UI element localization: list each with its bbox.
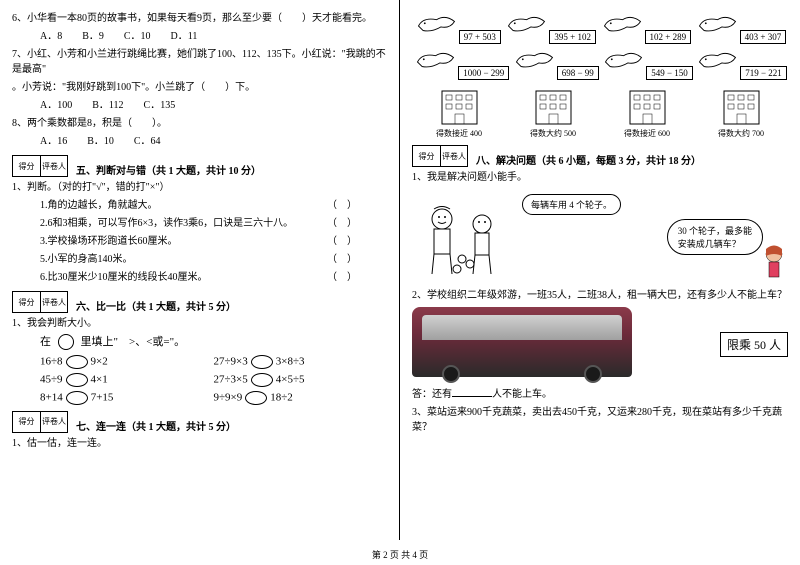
dove-row-2: 1000 − 299 698 − 99 549 − 150 719 − 221 <box>412 48 788 80</box>
math-row-1: 16÷89×2 27÷9×33×8÷3 <box>40 355 387 369</box>
score-cell: 得分 <box>12 291 40 313</box>
right-column: 97 + 503 395 + 102 102 + 289 403 + 307 1… <box>400 0 800 540</box>
math-row-3: 8+147+15 9÷9×918÷2 <box>40 391 387 405</box>
question-6: 6、小华看一本80页的故事书，如果每天看9页，那么至少要（ ）天才能看完。 <box>12 11 387 26</box>
bus-area: 限乘 50 人 <box>412 307 788 377</box>
dove-5: 1000 − 299 <box>413 48 509 80</box>
score-cell: 得分 <box>12 155 40 177</box>
grader-cell: 评卷人 <box>440 145 468 167</box>
question-7b: 。小芳说："我刚好跳到100下"。小兰跳了（ ）下。 <box>12 80 387 95</box>
dove-6: 698 − 99 <box>512 48 599 80</box>
left-column: 6、小华看一本80页的故事书，如果每天看9页，那么至少要（ ）天才能看完。 A．… <box>0 0 400 540</box>
building-3: 得数接近 600 <box>624 86 670 139</box>
judge-intro: 1、判断。（对的打"√"，错的打"×"） <box>12 180 387 195</box>
speech-bubble-2: 30 个轮子，最多能安装成几辆车？ <box>667 219 763 255</box>
question-6-options: A．8 B．9 C．10 D．11 <box>12 29 387 44</box>
judge-1: 1.角的边越长，角就越大。（ ） <box>12 198 387 213</box>
connect-intro: 1、估一估，连一连。 <box>12 436 387 451</box>
judge-5: 5.小军的身高140米。（ ） <box>12 252 387 267</box>
speech-bubble-1: 每辆车用 4 个轮子。 <box>522 194 621 215</box>
math-row-2: 45÷94×1 27÷3×54×5÷5 <box>40 373 387 387</box>
score-cell: 得分 <box>412 145 440 167</box>
girl-icon <box>760 244 788 284</box>
question-2: 2、学校组织二年级郊游，一班35人，二班38人，租一辆大巴，还有多少人不能上车？ <box>412 288 788 303</box>
limit-box: 限乘 50 人 <box>720 332 788 357</box>
building-4: 得数大约 700 <box>718 86 764 139</box>
section-8-title: 八、解决问题（共 6 小题，每题 3 分，共计 18 分） <box>476 152 701 167</box>
page-footer: 第 2 页 共 4 页 <box>0 548 800 561</box>
question-8-options: A．16 B．10 C．64 <box>12 134 387 149</box>
kids-icon <box>422 204 512 284</box>
answer-2: 答：还有人不能上车。 <box>412 387 788 402</box>
question-8: 8、两个乘数都是8，积是（ ）。 <box>12 116 387 131</box>
question-3: 3、菜站运来900千克蔬菜，卖出去450千克，又运来280千克，现在菜站有多少千… <box>412 405 788 435</box>
compare-intro: 1、我会判断大小。 <box>12 316 387 331</box>
bus-icon <box>412 307 632 377</box>
dove-1: 97 + 503 <box>414 12 501 44</box>
judge-6: 6.比30厘米少10厘米的线段长40厘米。（ ） <box>12 270 387 285</box>
dove-7: 549 − 150 <box>601 48 693 80</box>
dove-3: 102 + 289 <box>600 12 692 44</box>
question-7-options: A．100 B．112 C．135 <box>12 98 387 113</box>
building-1: 得数接近 400 <box>436 86 482 139</box>
grader-cell: 评卷人 <box>40 411 68 433</box>
section-5-title: 五、判断对与错（共 1 大题，共计 10 分） <box>76 162 261 177</box>
grader-cell: 评卷人 <box>40 291 68 313</box>
judge-2: 2.6和3相乘，可以写作6×3，读作3乘6，口诀是三六十八。（ ） <box>12 216 387 231</box>
judge-3: 3.学校操场环形跑道长60厘米。（ ） <box>12 234 387 249</box>
dove-row-1: 97 + 503 395 + 102 102 + 289 403 + 307 <box>412 12 788 44</box>
kids-illustration: 每辆车用 4 个轮子。 30 个轮子，最多能安装成几辆车？ <box>412 189 788 284</box>
score-cell: 得分 <box>12 411 40 433</box>
dove-4: 403 + 307 <box>695 12 787 44</box>
compare-sub: 在 里填上" >、<或="。 <box>12 334 387 351</box>
question-7: 7、小红、小芳和小兰进行跳绳比赛，她们跳了100、112、135下。小红说："我… <box>12 47 387 77</box>
score-box-6: 得分 评卷人 六、比一比（共 1 大题，共计 5 分） <box>12 291 387 313</box>
score-box-7: 得分 评卷人 七、连一连（共 1 大题，共计 5 分） <box>12 411 387 433</box>
score-box-8: 得分 评卷人 八、解决问题（共 6 小题，每题 3 分，共计 18 分） <box>412 145 788 167</box>
building-row: 得数接近 400 得数大约 500 得数接近 600 得数大约 700 <box>412 86 788 139</box>
building-2: 得数大约 500 <box>530 86 576 139</box>
score-box-5: 得分 评卷人 五、判断对与错（共 1 大题，共计 10 分） <box>12 155 387 177</box>
section-7-title: 七、连一连（共 1 大题，共计 5 分） <box>76 418 236 433</box>
solve-intro: 1、我是解决问题小能手。 <box>412 170 788 185</box>
section-6-title: 六、比一比（共 1 大题，共计 5 分） <box>76 298 236 313</box>
dove-2: 395 + 102 <box>504 12 596 44</box>
grader-cell: 评卷人 <box>40 155 68 177</box>
dove-8: 719 − 221 <box>695 48 787 80</box>
